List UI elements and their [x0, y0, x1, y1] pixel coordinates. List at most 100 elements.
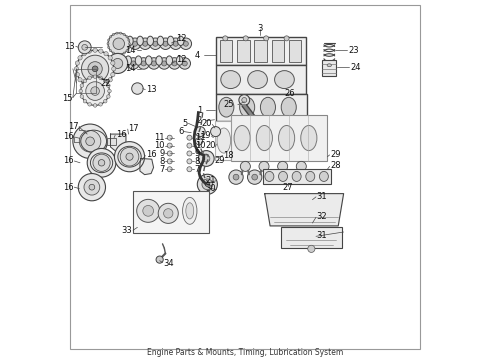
Circle shape: [111, 72, 115, 77]
Circle shape: [143, 206, 153, 216]
Circle shape: [170, 38, 181, 49]
Circle shape: [117, 58, 129, 69]
Circle shape: [89, 184, 95, 190]
Ellipse shape: [278, 126, 294, 150]
Ellipse shape: [301, 126, 317, 150]
Circle shape: [285, 170, 299, 184]
Ellipse shape: [176, 56, 183, 65]
Circle shape: [163, 41, 168, 46]
Text: 33: 33: [122, 226, 132, 235]
Circle shape: [266, 170, 280, 184]
Circle shape: [132, 41, 138, 46]
Circle shape: [93, 75, 97, 78]
Bar: [281, 226, 342, 248]
Circle shape: [187, 135, 192, 140]
Bar: [322, 60, 337, 76]
Circle shape: [243, 36, 248, 41]
Circle shape: [173, 41, 178, 46]
Circle shape: [104, 82, 108, 86]
Circle shape: [108, 78, 112, 82]
Circle shape: [164, 209, 173, 218]
Circle shape: [270, 174, 276, 180]
Circle shape: [289, 174, 295, 180]
Ellipse shape: [278, 171, 288, 181]
Text: 22: 22: [100, 80, 111, 89]
Circle shape: [78, 174, 105, 201]
Ellipse shape: [306, 171, 315, 181]
Circle shape: [108, 89, 111, 93]
Circle shape: [122, 41, 127, 46]
Text: 2: 2: [196, 116, 202, 125]
Text: 11: 11: [195, 133, 205, 142]
Circle shape: [112, 52, 115, 54]
Circle shape: [91, 87, 99, 95]
Bar: [133, 191, 209, 233]
Bar: [237, 40, 250, 62]
Circle shape: [108, 56, 112, 60]
Ellipse shape: [273, 128, 287, 153]
Circle shape: [167, 135, 172, 140]
Circle shape: [126, 153, 133, 160]
Circle shape: [278, 161, 288, 171]
Text: 20: 20: [201, 119, 212, 128]
Circle shape: [116, 32, 118, 34]
Circle shape: [106, 95, 110, 98]
Text: 8: 8: [159, 157, 164, 166]
Text: 8: 8: [195, 157, 200, 166]
Bar: [289, 40, 301, 62]
Circle shape: [172, 61, 177, 66]
Circle shape: [78, 41, 91, 54]
Circle shape: [180, 38, 192, 49]
Text: 17: 17: [128, 123, 139, 132]
Circle shape: [81, 77, 109, 105]
Circle shape: [87, 148, 116, 177]
Circle shape: [137, 199, 160, 222]
Circle shape: [112, 67, 116, 71]
Circle shape: [123, 33, 125, 36]
Circle shape: [123, 52, 125, 54]
Text: 16: 16: [63, 157, 74, 166]
Circle shape: [116, 53, 118, 55]
Circle shape: [84, 179, 100, 195]
Circle shape: [87, 84, 92, 89]
Circle shape: [75, 72, 79, 77]
Circle shape: [223, 36, 228, 41]
Bar: [220, 40, 232, 62]
Text: 10: 10: [195, 141, 205, 150]
Circle shape: [153, 41, 158, 46]
Ellipse shape: [135, 56, 142, 65]
Circle shape: [93, 104, 97, 107]
Circle shape: [103, 99, 107, 103]
Text: 21: 21: [205, 176, 216, 185]
Bar: [215, 121, 308, 160]
Circle shape: [115, 141, 145, 172]
Circle shape: [98, 84, 103, 89]
Circle shape: [103, 79, 107, 83]
Circle shape: [121, 61, 125, 66]
Ellipse shape: [137, 36, 144, 45]
Bar: [216, 65, 306, 94]
Circle shape: [93, 48, 97, 52]
Bar: [231, 115, 327, 161]
Circle shape: [247, 170, 262, 184]
Circle shape: [109, 36, 112, 38]
Circle shape: [120, 32, 122, 34]
Circle shape: [126, 50, 128, 52]
Circle shape: [229, 170, 243, 184]
Ellipse shape: [265, 171, 274, 181]
Circle shape: [242, 98, 247, 103]
Text: 23: 23: [348, 46, 359, 55]
Circle shape: [187, 151, 192, 156]
Circle shape: [108, 53, 128, 73]
Text: 29: 29: [330, 150, 341, 159]
Ellipse shape: [156, 56, 162, 65]
Circle shape: [308, 245, 315, 252]
Circle shape: [158, 58, 170, 69]
Text: 14: 14: [125, 46, 136, 55]
Text: 26: 26: [285, 89, 295, 98]
Circle shape: [80, 84, 84, 87]
Circle shape: [196, 138, 203, 145]
Circle shape: [108, 46, 110, 49]
Text: 34: 34: [163, 259, 174, 268]
Ellipse shape: [256, 126, 272, 150]
